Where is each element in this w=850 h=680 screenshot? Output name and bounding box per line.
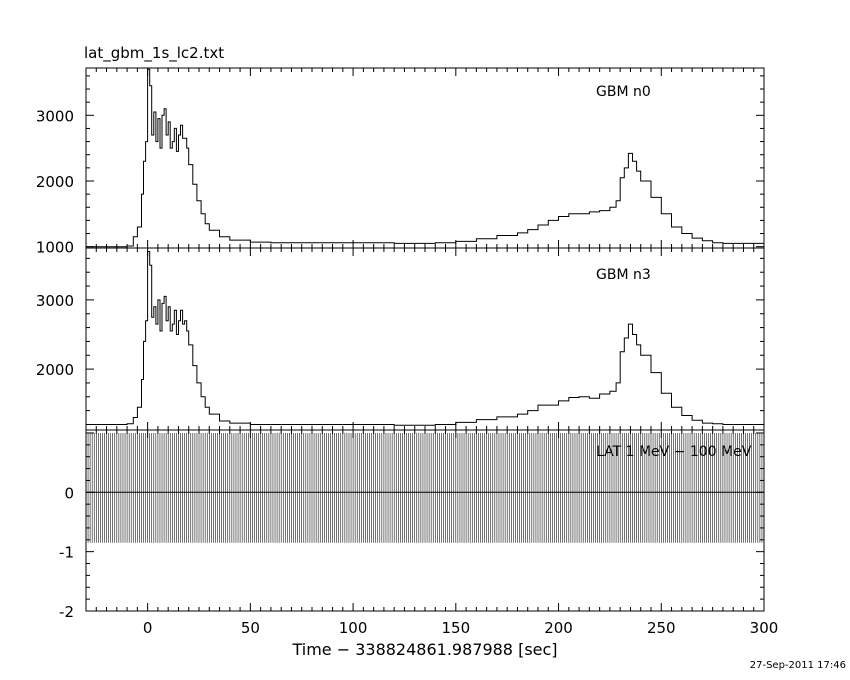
x-tick-label: 150 [441,619,470,637]
y-tick-label: -2 [59,603,74,621]
panel-label: GBM n0 [596,84,651,100]
y-tick-label: 1000 [36,239,74,257]
x-tick-label: 250 [647,619,676,637]
gbm-lightcurve-line [86,68,765,248]
file-title: lat_gbm_1s_lc2.txt [84,44,225,62]
timestamp: 27-Sep-2011 17:46 [749,660,846,671]
lat-error-bars [85,433,765,543]
x-tick-label: 200 [544,619,573,637]
y-tick-label: 0 [64,484,74,502]
x-tick-label: 100 [339,619,368,637]
gbm-lightcurve-line [86,251,765,426]
y-tick-label: 3000 [36,292,74,310]
y-tick-label: 3000 [36,107,74,125]
x-tick-label: 300 [750,619,779,637]
panel-frame [85,247,765,431]
panel-label: LAT 1 MeV − 100 MeV [596,444,752,460]
y-tick-label: 2000 [36,173,74,191]
panel-frame [85,67,765,249]
panel-label: GBM n3 [596,267,651,283]
x-tick-label: 50 [241,619,260,637]
y-tick-label: -1 [59,544,74,562]
x-tick-label: 0 [143,619,153,637]
x-axis-label: Time − 338824861.987988 [sec] [291,640,557,659]
y-tick-label: 2000 [36,361,74,379]
